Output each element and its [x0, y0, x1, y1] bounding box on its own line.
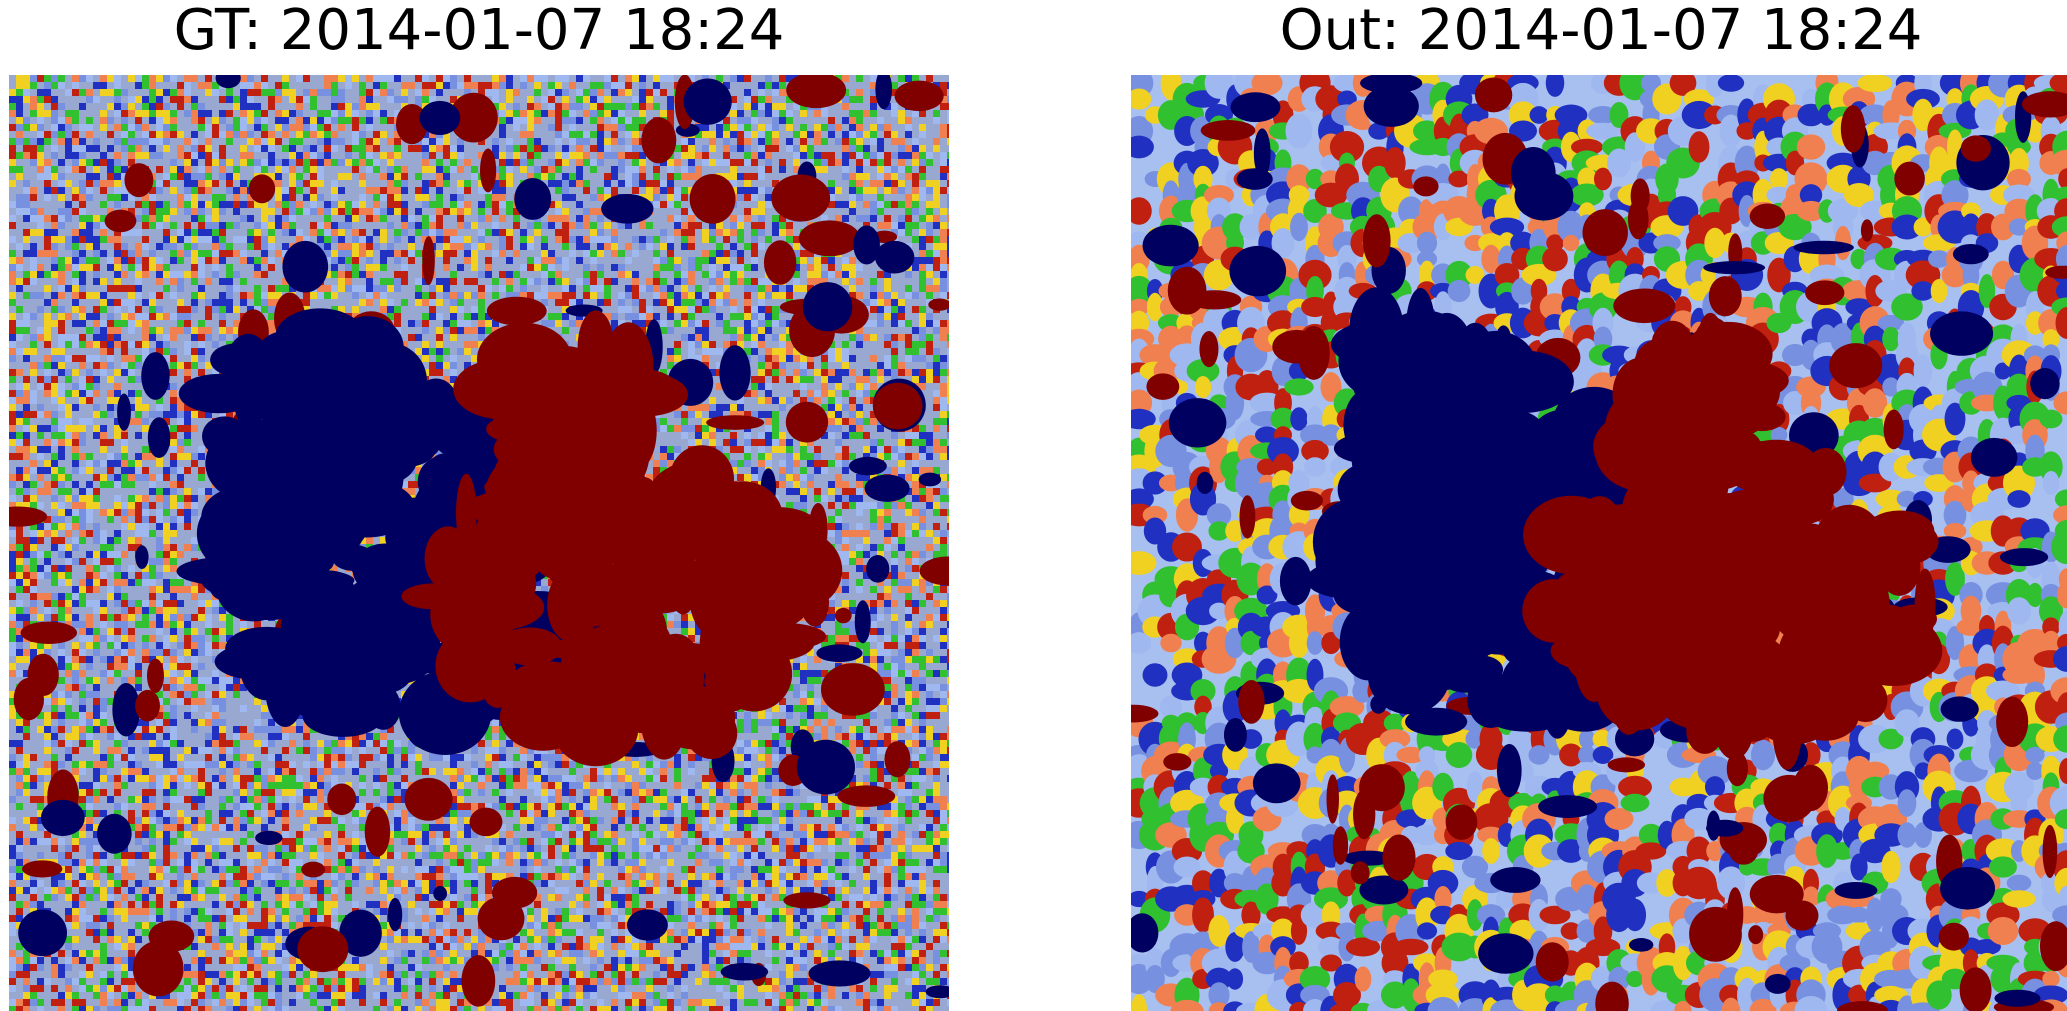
panel-title-ground-truth: GT: 2014-01-07 18:24	[173, 0, 785, 63]
panel-ground-truth: GT: 2014-01-07 18:24	[9, 0, 949, 1011]
ground-truth-magnetogram-image	[9, 75, 949, 1011]
bipolar-active-region	[1306, 287, 1943, 770]
panel-title-model-output: Out: 2014-01-07 18:24	[1279, 0, 1923, 63]
panel-model-output: Out: 2014-01-07 18:24	[1131, 0, 2067, 1011]
model-output-magnetogram-image	[1131, 75, 2067, 1011]
bipolar-active-region	[176, 308, 843, 767]
